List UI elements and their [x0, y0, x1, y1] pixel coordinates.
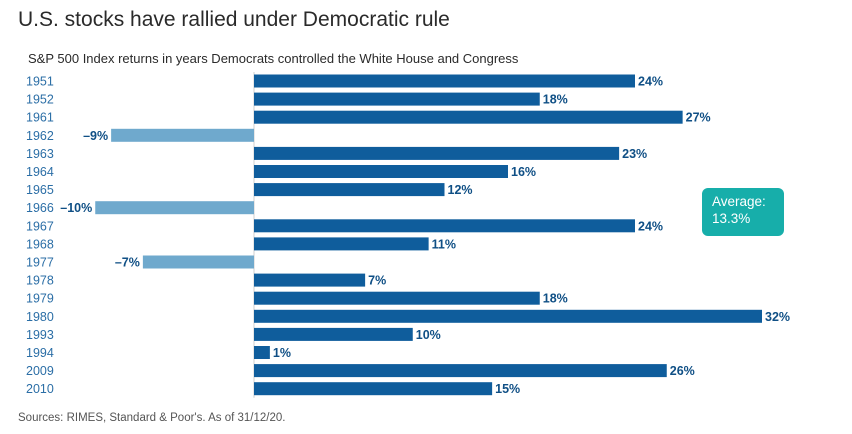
- source-note: Sources: RIMES, Standard & Poor's. As of…: [18, 412, 286, 424]
- chart-subtitle: S&P 500 Index returns in years Democrats…: [28, 51, 519, 66]
- bar-1980: [254, 309, 762, 323]
- value-label-1961: 27%: [686, 111, 711, 125]
- year-label-2009: 2009: [26, 364, 54, 378]
- year-label-1980: 1980: [26, 310, 54, 324]
- year-label-1968: 1968: [26, 237, 54, 251]
- value-label-1966: –10%: [60, 201, 92, 215]
- average-callout: Average: 13.3%: [702, 188, 784, 236]
- year-label-1967: 1967: [26, 219, 54, 233]
- value-label-1980: 32%: [765, 310, 790, 324]
- bar-1963: [254, 146, 620, 160]
- year-label-1964: 1964: [26, 165, 54, 179]
- bar-1977: [142, 255, 254, 269]
- year-label-1979: 1979: [26, 292, 54, 306]
- bar-1952: [254, 92, 540, 106]
- bar-1964: [254, 165, 508, 178]
- year-label-1961: 1961: [26, 111, 54, 125]
- bar-1951: [254, 74, 635, 88]
- value-label-1952: 18%: [543, 93, 568, 107]
- bar-1968: [254, 237, 429, 251]
- bar-1994: [254, 346, 270, 359]
- year-label-1952: 1952: [26, 93, 54, 107]
- value-label-1964: 16%: [511, 165, 536, 179]
- year-label-1962: 1962: [26, 129, 54, 143]
- value-label-2010: 15%: [495, 382, 520, 396]
- bar-1979: [254, 291, 540, 305]
- year-label-1966: 1966: [26, 201, 54, 215]
- value-label-1994: 1%: [273, 346, 291, 360]
- year-label-1965: 1965: [26, 183, 54, 197]
- year-label-1978: 1978: [26, 274, 54, 288]
- bar-2009: [254, 364, 667, 378]
- value-label-1962: –9%: [83, 129, 108, 143]
- average-label: Average:: [712, 194, 766, 209]
- value-label-1951: 24%: [638, 75, 663, 89]
- year-label-2010: 2010: [26, 382, 54, 396]
- year-label-1977: 1977: [26, 256, 54, 270]
- year-label-1994: 1994: [26, 346, 54, 360]
- value-label-2009: 26%: [670, 364, 695, 378]
- value-label-1963: 23%: [622, 147, 647, 161]
- bar-1965: [254, 183, 445, 197]
- year-label-1951: 1951: [26, 75, 54, 89]
- bar-2010: [254, 382, 493, 396]
- value-label-1968: 11%: [432, 237, 456, 251]
- value-label-1978: 7%: [368, 274, 386, 288]
- bar-1961: [254, 110, 683, 124]
- bar-1966: [95, 201, 254, 215]
- bar-1993: [254, 327, 413, 341]
- year-label-1993: 1993: [26, 328, 54, 342]
- year-label-1963: 1963: [26, 147, 54, 161]
- value-label-1993: 10%: [416, 328, 441, 342]
- average-value: 13.3%: [712, 211, 751, 226]
- value-label-1965: 12%: [448, 183, 473, 197]
- value-label-1979: 18%: [543, 292, 568, 306]
- bar-1978: [254, 273, 366, 287]
- bar-1962: [111, 128, 254, 142]
- chart-title: U.S. stocks have rallied under Democrati…: [18, 8, 450, 31]
- bar-1967: [254, 219, 635, 233]
- value-label-1967: 24%: [638, 219, 663, 233]
- value-label-1977: –7%: [115, 256, 140, 270]
